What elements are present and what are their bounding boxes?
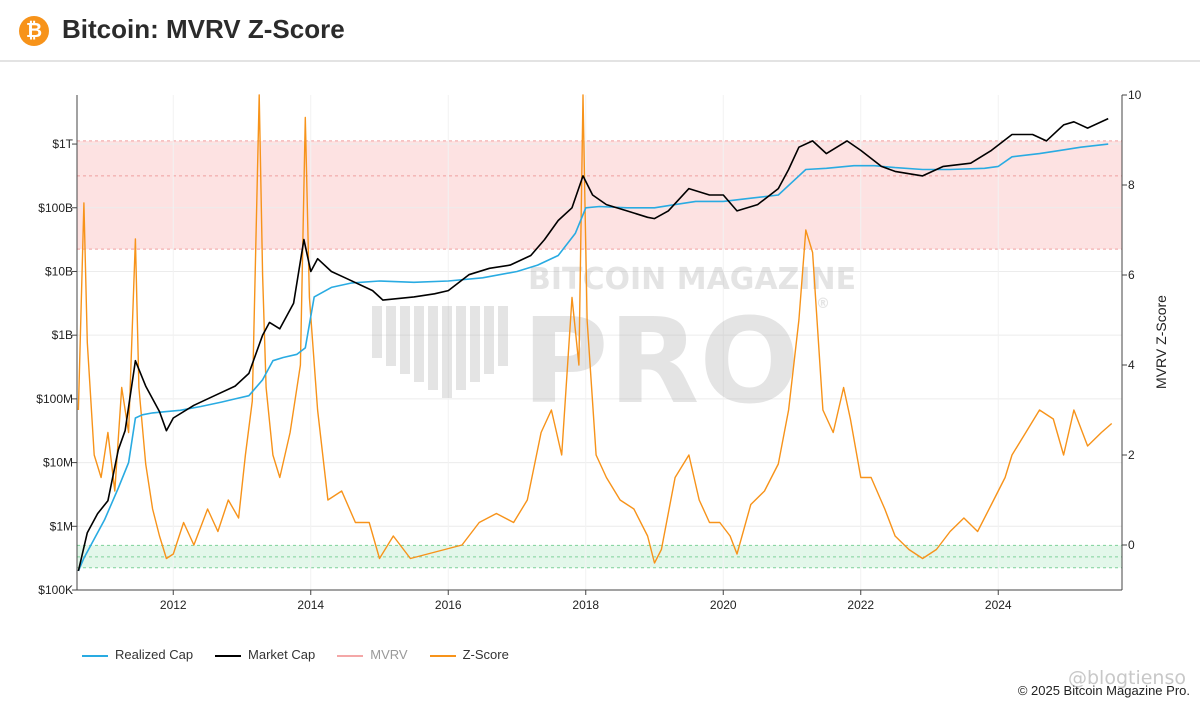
legend-label: Z-Score (462, 647, 509, 663)
legend-swatch (215, 654, 242, 657)
y-right-tick-label-5: 10 (1128, 88, 1142, 102)
x-tick-label-2: 2016 (435, 598, 462, 612)
legend-label: Market Cap (248, 647, 316, 663)
y-right-tick-label-3: 6 (1128, 268, 1135, 282)
y-right-tick-label-0: 0 (1128, 538, 1135, 552)
legend-label: MVRV (370, 647, 408, 663)
page-title: Bitcoin: MVRV Z-Score (62, 14, 345, 44)
y-right-tick-label-2: 4 (1128, 358, 1135, 372)
legend-item-z-score[interactable]: Z-Score (429, 647, 509, 663)
y-right-tick-label-4: 8 (1128, 178, 1135, 192)
x-tick-label-1: 2014 (297, 598, 324, 612)
y-left-tick-label-5: $10B (45, 264, 73, 278)
y-left-tick-label-2: $10M (43, 456, 73, 470)
zone-bands (77, 140, 1122, 569)
copyright-text: © 2025 Bitcoin Magazine Pro. (1017, 683, 1190, 698)
watermark-logo: BITCOIN MAGAZINE PRO ® (372, 262, 856, 430)
y-left-tick-label-4: $1B (52, 328, 73, 342)
y-left-tick-label-7: $1T (52, 137, 73, 151)
x-tick-label-5: 2022 (847, 598, 874, 612)
legend-swatch (82, 654, 108, 657)
x-tick-label-4: 2020 (710, 598, 737, 612)
bitcoin-icon: ₿ (19, 16, 49, 46)
y-right-tick-label-1: 2 (1128, 448, 1135, 462)
chart-axes: $100K $1M $10M $100M $1B $10B $100B $1T 0 2 4 6 8 10 2… (36, 88, 1141, 612)
y-left-tick-label-3: $100M (36, 392, 73, 406)
series-lines (77, 94, 1113, 572)
chart-legend: Realized Cap Market Cap MVRV Z-Score (82, 646, 531, 664)
credit-watermark: @blogtienso (1067, 667, 1186, 689)
legend-item-market-cap[interactable]: Market Cap (215, 647, 315, 662)
y-left-tick-label-0: $100K (38, 583, 73, 597)
legend-swatch (429, 654, 456, 657)
y2-axis-label: MVRV Z-Score (1153, 295, 1169, 389)
chart-header: ₿ Bitcoin: MVRV Z-Score (0, 0, 1200, 62)
watermark-registered: ® (816, 296, 830, 312)
y-left-tick-label-6: $100B (38, 201, 73, 215)
watermark-bars-icon (372, 306, 508, 398)
x-tick-label-6: 2024 (985, 598, 1012, 612)
x-tick-label-0: 2012 (160, 598, 187, 612)
series-line-z-score (77, 94, 1113, 564)
mvrv-chart[interactable]: BITCOIN MAGAZINE PRO ® $100K $1M $10M $100M… (0, 62, 1200, 642)
x-tick-label-3: 2018 (572, 598, 599, 612)
y-left-tick-label-1: $1M (50, 519, 73, 533)
legend-swatch (337, 654, 364, 657)
legend-label: Realized Cap (115, 647, 194, 663)
series-line-realized-cap (77, 143, 1109, 572)
legend-item-mvrv[interactable]: MVRV (337, 647, 408, 663)
red-zone-band (77, 140, 1122, 250)
legend-item-realized-cap[interactable]: Realized Cap (82, 647, 193, 662)
series-line-market-cap (77, 117, 1109, 572)
watermark-pro: PRO (522, 292, 800, 430)
